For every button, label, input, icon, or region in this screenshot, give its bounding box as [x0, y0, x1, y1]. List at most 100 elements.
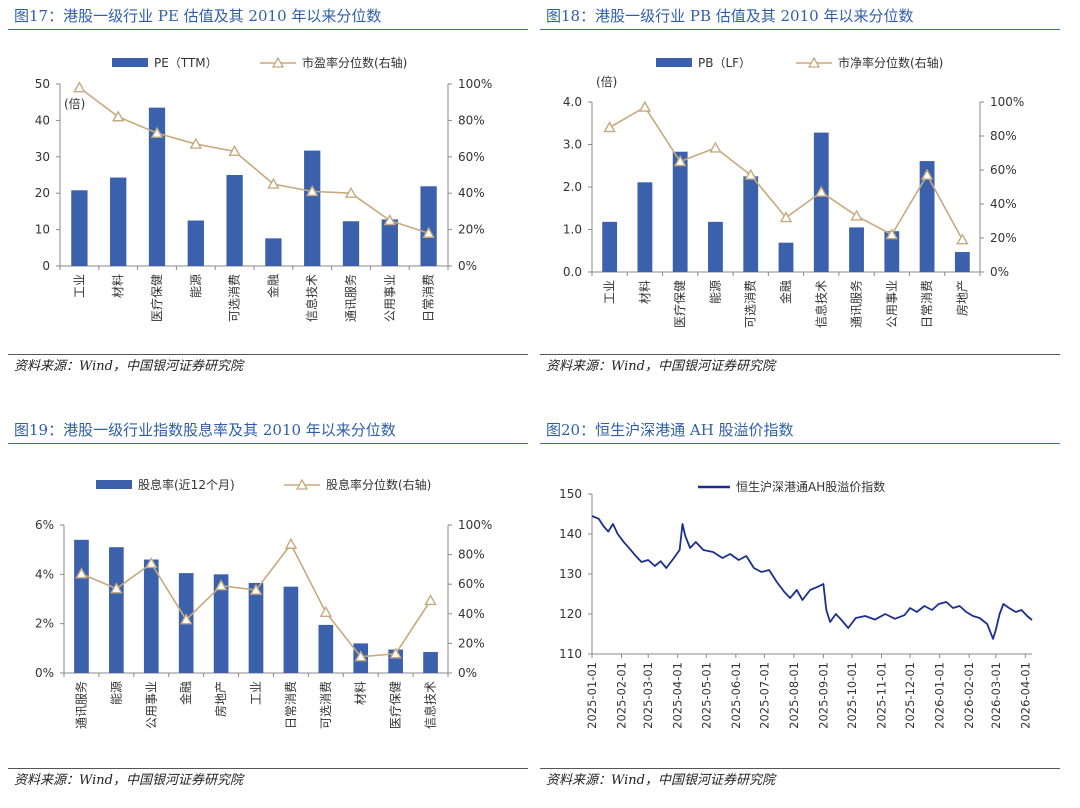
x-tick-label: 可选消费	[744, 280, 758, 328]
x-tick-label: 可选消费	[228, 274, 242, 322]
x-tick-label: 房地产	[954, 280, 969, 316]
x-tick-label: 2025-03-01	[641, 662, 655, 729]
bar	[74, 539, 89, 673]
x-tick-label: 公用事业	[885, 280, 899, 328]
bar	[919, 161, 935, 272]
legend-bar-swatch	[656, 58, 692, 67]
y2-tick-label: 60%	[458, 577, 485, 591]
bar	[304, 150, 321, 266]
y2-tick-label: 40%	[458, 186, 485, 200]
bar	[778, 242, 794, 272]
y2-tick-label: 60%	[458, 150, 485, 164]
y-tick-label: 10	[35, 223, 50, 237]
x-tick-label: 2026-03-01	[989, 662, 1003, 729]
x-tick-label: 2025-07-01	[757, 662, 771, 729]
x-tick-label: 2025-12-01	[903, 662, 917, 729]
percentile-marker	[383, 214, 396, 226]
legend-triangle-marker	[295, 478, 309, 490]
y-tick-label: 3.0	[563, 138, 582, 152]
bar	[423, 652, 438, 673]
x-tick-label: 医疗保健	[673, 280, 687, 328]
chart-title: 图18：港股一级行业 PB 估值及其 2010 年以来分位数	[540, 4, 1060, 30]
y-tick-label: 110	[559, 647, 582, 661]
x-tick-label: 能源	[109, 681, 123, 705]
bar	[213, 574, 229, 673]
bar	[708, 221, 723, 272]
legend-line-label: 市净率分位数(右轴)	[838, 55, 943, 70]
x-tick-label: 2025-01-01	[585, 662, 599, 729]
percentile-marker	[344, 186, 358, 198]
y2-tick-label: 20%	[458, 636, 485, 650]
x-tick-label: 工业	[72, 274, 86, 298]
x-tick-label: 医疗保健	[389, 681, 403, 729]
percentile-line	[78, 87, 429, 235]
bar	[849, 227, 864, 272]
x-tick-label: 2025-04-01	[671, 662, 685, 729]
chart-ah-premium: 恒生沪深港通AH股溢价指数 110 120 130 140 150 2025-01-01 20…	[559, 479, 1033, 729]
y2-tick-label: 60%	[990, 163, 1017, 177]
bar	[381, 219, 398, 266]
x-tick-label: 材料	[111, 274, 125, 298]
x-tick-label: 通讯服务	[73, 681, 88, 729]
x-tick-label: 2025-05-01	[699, 662, 713, 729]
percentile-marker	[189, 137, 202, 149]
y2-tick-label: 0%	[458, 666, 477, 680]
x-tick-label: 公用事业	[383, 274, 397, 322]
x-tick-label: 金融	[778, 280, 793, 304]
x-tick-label: 2025-10-01	[845, 662, 859, 729]
x-tick-label: 能源	[708, 280, 722, 304]
x-tick-label: 2025-11-01	[875, 662, 889, 729]
bar	[743, 176, 759, 272]
bar	[813, 132, 829, 272]
percentile-marker	[267, 177, 280, 189]
x-tick-label: 金融	[178, 681, 193, 705]
y-tick-label: 0.0	[563, 265, 582, 279]
panel-fig20: 图20：恒生沪深港通 AH 股溢价指数 恒生沪深港通AH股溢价指数 110 120 1…	[540, 418, 1060, 804]
panel-fig18: 图18：港股一级行业 PB 估值及其 2010 年以来分位数 PB（LF） 市净率…	[540, 4, 1060, 386]
y2-tick-label: 80%	[458, 548, 485, 562]
y-tick-label: 0	[42, 259, 50, 273]
x-tick-label: 日常消费	[284, 681, 298, 729]
panel-fig17: 图17：港股一级行业 PE 估值及其 2010 年以来分位数 PE（TTM） 市盈…	[8, 4, 528, 386]
percentile-marker	[150, 126, 164, 138]
y2-tick-label: 0%	[458, 259, 477, 273]
y-tick-label: 20	[35, 186, 50, 200]
bar	[226, 175, 243, 266]
y-tick-label: 4%	[35, 567, 54, 581]
bar	[672, 151, 688, 272]
x-tick-label: 信息技术	[304, 274, 319, 322]
y-tick-label: 150	[559, 487, 582, 501]
chart-pe: PE（TTM） 市盈率分位数(右轴) 0 10 20 30 40 50 0% 20% 40% 60% 8…	[35, 55, 493, 322]
y-tick-label: 6%	[35, 518, 54, 532]
percentile-marker	[920, 168, 934, 180]
y-tick-label: 30	[35, 150, 50, 164]
x-tick-label: 2026-04-01	[1018, 662, 1032, 729]
percentile-marker	[228, 144, 241, 157]
bar	[884, 231, 900, 272]
x-tick-label: 信息技术	[813, 280, 828, 328]
y-tick-label: 130	[559, 567, 582, 581]
bar	[283, 586, 299, 673]
x-tick-label: 金融	[265, 274, 280, 298]
y2-tick-label: 20%	[990, 231, 1017, 245]
percentile-marker	[638, 100, 652, 112]
x-tick-label: 能源	[189, 274, 203, 298]
percentile-marker	[850, 209, 863, 221]
source-note: 资料来源：Wind，中国银河证券研究院	[8, 354, 528, 378]
percentile-marker	[306, 184, 319, 197]
y2-tick-label: 100%	[458, 518, 492, 532]
legend-triangle-marker	[807, 56, 821, 68]
legend-bar-swatch	[96, 480, 132, 489]
y-tick-label: 2%	[35, 617, 54, 631]
x-tick-label: 2026-02-01	[962, 662, 976, 729]
x-tick-label: 信息技术	[423, 681, 438, 729]
y2-tick-label: 100%	[990, 95, 1024, 109]
unit-label: (倍)	[596, 74, 617, 89]
y2-tick-label: 80%	[458, 113, 485, 127]
percentile-marker	[815, 185, 828, 197]
percentile-marker	[424, 594, 437, 606]
percentile-marker	[709, 141, 722, 153]
percentile-marker	[779, 211, 793, 223]
bar	[420, 186, 437, 266]
x-tick-label: 2025-02-01	[615, 662, 629, 729]
